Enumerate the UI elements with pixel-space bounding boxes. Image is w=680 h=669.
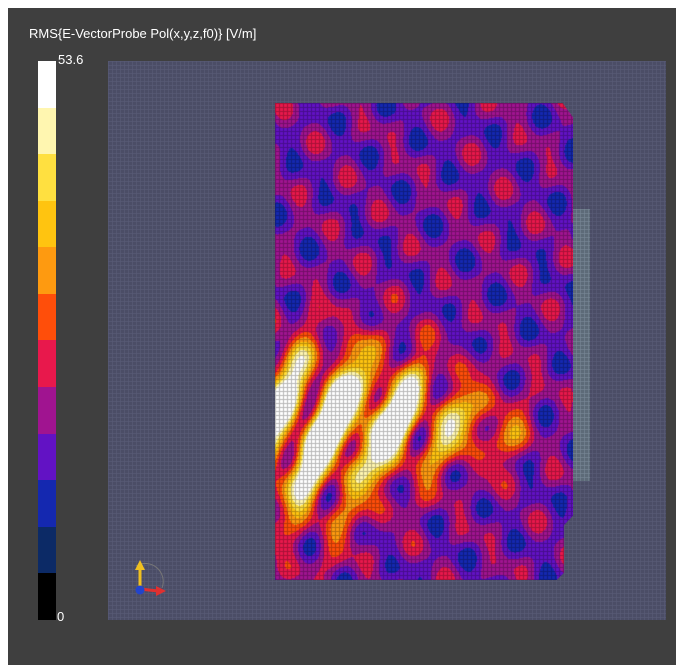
colorbar-segment [38,247,56,294]
colorbar [38,61,56,620]
colorbar-min-label: 0 [57,609,64,624]
colorbar-title: RMS{E-VectorProbe Pol(x,y,z,f0)} [V/m] [29,26,256,41]
colorbar-segment [38,108,56,155]
render-viewport[interactable]: RMS{E-VectorProbe Pol(x,y,z,f0)} [V/m] 5… [8,8,676,665]
colorbar-segment [38,480,56,527]
axis-x-head [156,586,166,596]
colorbar-segment [38,573,56,620]
colorbar-segment [38,527,56,574]
colorbar-segment [38,154,56,201]
colorbar-segment [38,201,56,248]
axis-z-sphere [136,586,145,595]
axis-y-head [135,560,145,570]
field-heatmap [275,103,573,580]
colorbar-segment [38,434,56,481]
colorbar-segment [38,294,56,341]
colorbar-segment [38,61,56,108]
colorbar-max-label: 53.6 [58,52,83,67]
orientation-axes-icon[interactable] [126,556,170,607]
field-heatmap-canvas [275,103,573,580]
probe-strip [572,209,590,481]
colorbar-segment [38,387,56,434]
colorbar-segment [38,340,56,387]
